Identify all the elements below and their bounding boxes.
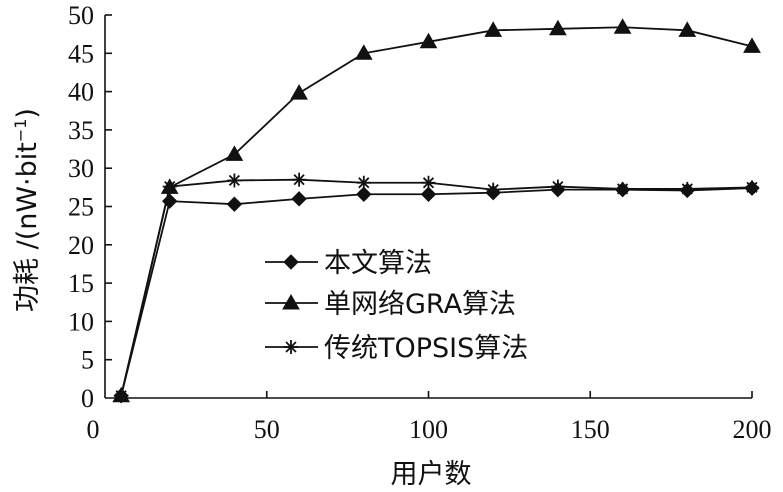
legend-label-2: 单网络GRA算法 <box>324 289 516 320</box>
legend-marker-3-stroke <box>285 341 297 353</box>
series-3-point-9-stroke <box>681 183 693 195</box>
series-3-point-2 <box>227 173 242 188</box>
series-2 <box>112 18 761 403</box>
series-2-point-8 <box>613 18 632 34</box>
series-3-point-1 <box>162 179 177 194</box>
series-3-point-7 <box>550 179 565 194</box>
legend-marker-2 <box>282 293 300 310</box>
series-3-point-8 <box>615 181 630 196</box>
series-2-point-9 <box>678 21 697 37</box>
y-tick-label-5: 5 <box>81 346 94 375</box>
series-2-point-2 <box>225 145 244 161</box>
legend-marker-1 <box>283 254 299 270</box>
series-1-point-4 <box>356 186 372 202</box>
series-1-point-5 <box>420 186 437 202</box>
y-axis-title: 功耗 /(nW·bit−1) <box>11 108 43 312</box>
legend-item-3: 传统TOPSIS算法 <box>265 333 528 364</box>
x-axis-title: 用户数 <box>391 459 472 490</box>
x-tick-label-50: 50 <box>254 415 280 444</box>
legend-marker-3 <box>284 340 298 354</box>
y-tick-label-45: 45 <box>68 39 94 68</box>
y-tick-label-15: 15 <box>68 269 94 298</box>
series-3-point-8-stroke <box>617 183 629 195</box>
series-1-point-3 <box>291 191 307 207</box>
x-tick-label-0: 0 <box>87 415 100 444</box>
y-tick-label-40: 40 <box>68 78 94 107</box>
series-2-point-3 <box>290 84 308 100</box>
y-axis-title-main: 功耗 /(nW·bit <box>12 142 43 312</box>
y-tick-label-30: 30 <box>68 154 94 183</box>
series-3-point-7-stroke <box>552 180 564 193</box>
series-1-point-2 <box>226 196 243 212</box>
y-tick-label-35: 35 <box>68 116 94 145</box>
series-3-point-6-stroke <box>487 184 499 196</box>
series-3-point-5-stroke <box>422 177 435 189</box>
y-tick-label-10: 10 <box>68 307 94 336</box>
series-2-point-7 <box>549 19 567 36</box>
y-tick-label-20: 20 <box>68 231 94 260</box>
series-3-point-1-stroke <box>164 180 176 193</box>
series-3-point-3 <box>292 172 307 187</box>
legend-item-2: 单网络GRA算法 <box>265 289 516 320</box>
y-zero-label: 0 <box>81 384 94 413</box>
series-3-point-3-stroke <box>293 174 305 186</box>
series-3-point-4-stroke <box>358 177 370 189</box>
legend-item-1: 本文算法 <box>265 248 432 279</box>
legend-label-1: 本文算法 <box>324 248 432 279</box>
series-3-point-9 <box>680 181 695 196</box>
series-3-point-10 <box>745 180 759 195</box>
y-axis-title-end: ) <box>12 108 43 119</box>
x-tick-label-200: 200 <box>733 415 772 444</box>
legend-label-3: 传统TOPSIS算法 <box>324 333 528 364</box>
series-3-point-2-stroke <box>228 174 240 187</box>
x-tick-label-150: 150 <box>571 415 610 444</box>
x-tick-label-100: 100 <box>409 415 448 444</box>
series-3-point-10-stroke <box>746 181 758 193</box>
series-2-point-5 <box>419 32 438 49</box>
series-3-point-5 <box>421 175 436 190</box>
series-3-point-0-stroke <box>115 390 127 402</box>
y-tick-label-50: 50 <box>68 1 94 30</box>
series-2-point-6 <box>484 21 503 37</box>
y-ticks: 5 10 15 20 25 30 35 40 45 50 <box>68 1 112 375</box>
y-axis-title-sup: −1 <box>11 119 30 143</box>
series-2-point-10 <box>743 37 761 53</box>
y-tick-label-25: 25 <box>68 193 94 222</box>
series-3-point-0 <box>114 388 129 403</box>
series-3-point-4 <box>356 175 371 190</box>
series-2-point-4 <box>354 44 373 60</box>
series-3-point-6 <box>486 182 501 197</box>
series-3 <box>114 172 759 403</box>
series-layer <box>112 18 761 404</box>
x-ticks: 0 50 100 150 200 <box>87 391 772 444</box>
